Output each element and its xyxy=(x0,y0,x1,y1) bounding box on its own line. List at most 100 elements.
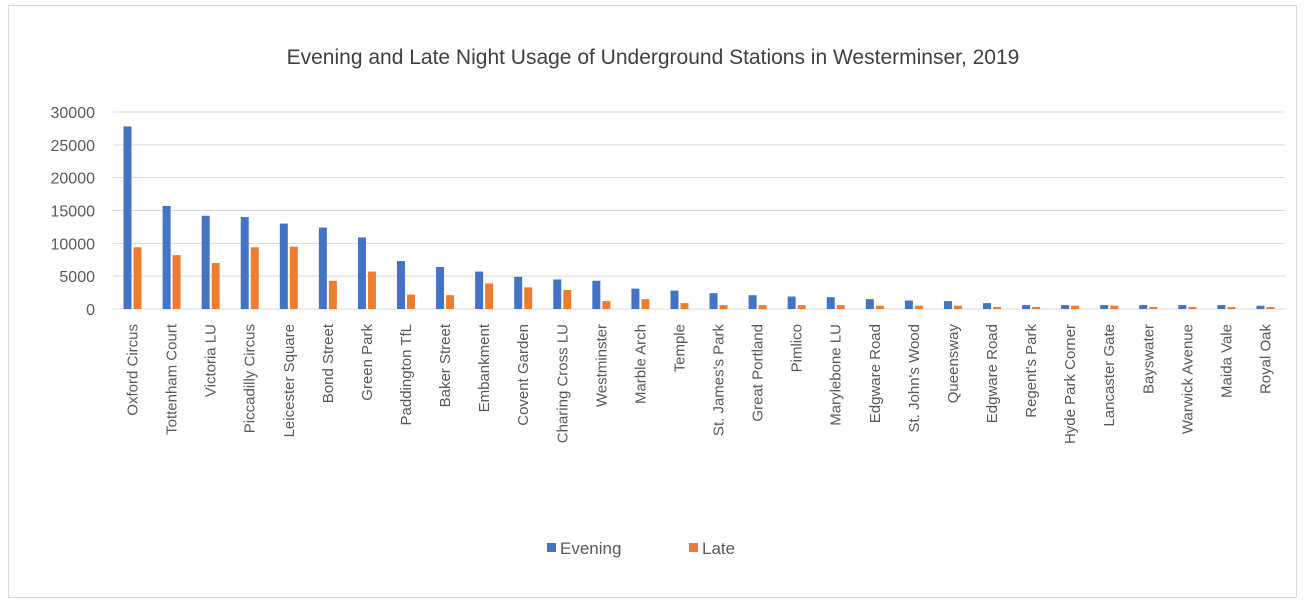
x-category-label: Paddington TfL xyxy=(398,324,415,425)
y-tick-label: 10000 xyxy=(51,236,96,253)
legend-label-late: Late xyxy=(702,539,735,558)
bar-late xyxy=(211,263,220,309)
x-category-label: St. John's Wood xyxy=(906,324,923,432)
x-category-label: Victoria LU xyxy=(203,324,220,397)
chart-title: Evening and Late Night Usage of Undergro… xyxy=(287,46,1020,69)
bar-late xyxy=(328,280,337,309)
bar-late xyxy=(367,271,376,309)
bar-late xyxy=(602,301,611,309)
bar-evening xyxy=(1178,305,1187,309)
bar-evening xyxy=(592,280,601,309)
bar-evening xyxy=(162,205,171,309)
x-category-label: Bond Street xyxy=(320,323,337,403)
bar-evening xyxy=(318,227,327,309)
legend-swatch-evening xyxy=(547,543,556,552)
y-tick-label: 20000 xyxy=(51,171,96,188)
y-tick-label: 25000 xyxy=(51,138,96,155)
x-axis: Oxford Circus Tottenham Court Victoria LU P… xyxy=(125,323,1275,444)
x-category-label: Pimlico xyxy=(789,324,806,372)
bar-evening xyxy=(787,296,796,309)
bar-late xyxy=(914,305,923,309)
bar-evening xyxy=(1139,305,1148,309)
x-category-label: Edgware Road xyxy=(867,324,884,423)
y-tick-label: 5000 xyxy=(59,269,95,286)
x-category-label: Temple xyxy=(671,324,688,372)
bar-evening xyxy=(943,301,952,309)
bar-evening xyxy=(357,237,366,309)
bar-evening xyxy=(475,271,484,309)
bar-late xyxy=(680,303,689,309)
x-category-label: Tottenham Court xyxy=(164,323,181,435)
bar-late xyxy=(524,287,533,309)
x-category-label: Baker Street xyxy=(437,323,454,407)
bar-late xyxy=(1227,307,1236,309)
x-category-label: Embankment xyxy=(476,323,493,412)
x-category-label: Green Park xyxy=(359,324,376,401)
bar-evening xyxy=(1256,305,1265,309)
bar-late xyxy=(797,305,806,309)
legend-swatch-late xyxy=(689,543,698,552)
bar-late xyxy=(641,299,650,309)
bar-evening xyxy=(553,279,562,309)
bar-evening xyxy=(514,276,523,309)
bar-evening xyxy=(983,303,991,309)
x-category-label: Covent Garden xyxy=(515,324,532,426)
bar-evening xyxy=(709,293,718,309)
bar-evening xyxy=(748,295,757,309)
x-category-label: Bayswater xyxy=(1140,324,1157,394)
x-category-label: Oxford Circus xyxy=(125,324,142,416)
bar-evening xyxy=(1100,305,1109,309)
bar-late xyxy=(485,283,494,309)
y-tick-label: 15000 xyxy=(51,204,96,221)
bar-late xyxy=(1149,307,1158,309)
legend: Evening Late xyxy=(547,539,735,558)
bar-evening xyxy=(279,223,288,309)
bar-chart: Evening and Late Night Usage of Undergro… xyxy=(51,46,1285,558)
y-tick-label: 0 xyxy=(86,302,95,319)
bar-late xyxy=(1266,307,1275,309)
bars xyxy=(123,126,1275,310)
x-category-label: Leicester Square xyxy=(281,324,298,437)
bar-evening xyxy=(1217,305,1226,309)
x-category-label: Marble Arch xyxy=(632,324,649,404)
chart-frame: Evening and Late Night Usage of Undergro… xyxy=(8,5,1297,598)
bar-evening xyxy=(1061,305,1070,309)
bar-late xyxy=(289,246,298,309)
bar-late xyxy=(407,294,415,309)
x-category-label: Queensway xyxy=(945,324,962,404)
y-tick-label: 30000 xyxy=(51,105,96,122)
bar-late xyxy=(719,305,728,309)
x-category-label: St. James's Park xyxy=(711,324,728,437)
bar-late xyxy=(875,305,884,309)
bar-evening xyxy=(436,266,445,309)
bar-late xyxy=(953,305,962,309)
x-category-label: Lancaster Gate xyxy=(1101,324,1118,427)
bar-late xyxy=(446,295,455,309)
bar-late xyxy=(836,305,845,309)
bar-late xyxy=(172,255,181,309)
bar-late xyxy=(1110,305,1119,309)
x-category-label: Charing Cross LU xyxy=(554,324,571,443)
bar-evening xyxy=(240,217,249,309)
bar-late xyxy=(1188,307,1197,309)
x-category-label: Edgware Road xyxy=(984,324,1001,423)
bar-late xyxy=(1071,305,1080,309)
legend-label-evening: Evening xyxy=(560,539,621,558)
bar-evening xyxy=(865,299,874,309)
bar-evening xyxy=(670,290,679,309)
bar-evening xyxy=(397,261,405,309)
bar-evening xyxy=(904,300,913,309)
bar-evening xyxy=(201,215,210,309)
bar-late xyxy=(563,289,572,309)
bar-evening xyxy=(631,288,640,309)
x-category-label: Great Portland xyxy=(750,324,767,422)
x-category-label: Hyde Park Corner xyxy=(1062,324,1079,444)
x-category-label: Royal Oak xyxy=(1257,324,1274,395)
x-category-label: Maida Vale xyxy=(1218,324,1235,398)
bar-late xyxy=(1032,307,1041,309)
gridlines xyxy=(113,111,1285,310)
bar-late xyxy=(758,305,767,309)
bar-late xyxy=(133,247,142,309)
bar-evening xyxy=(123,126,132,310)
bar-evening xyxy=(1022,305,1031,309)
